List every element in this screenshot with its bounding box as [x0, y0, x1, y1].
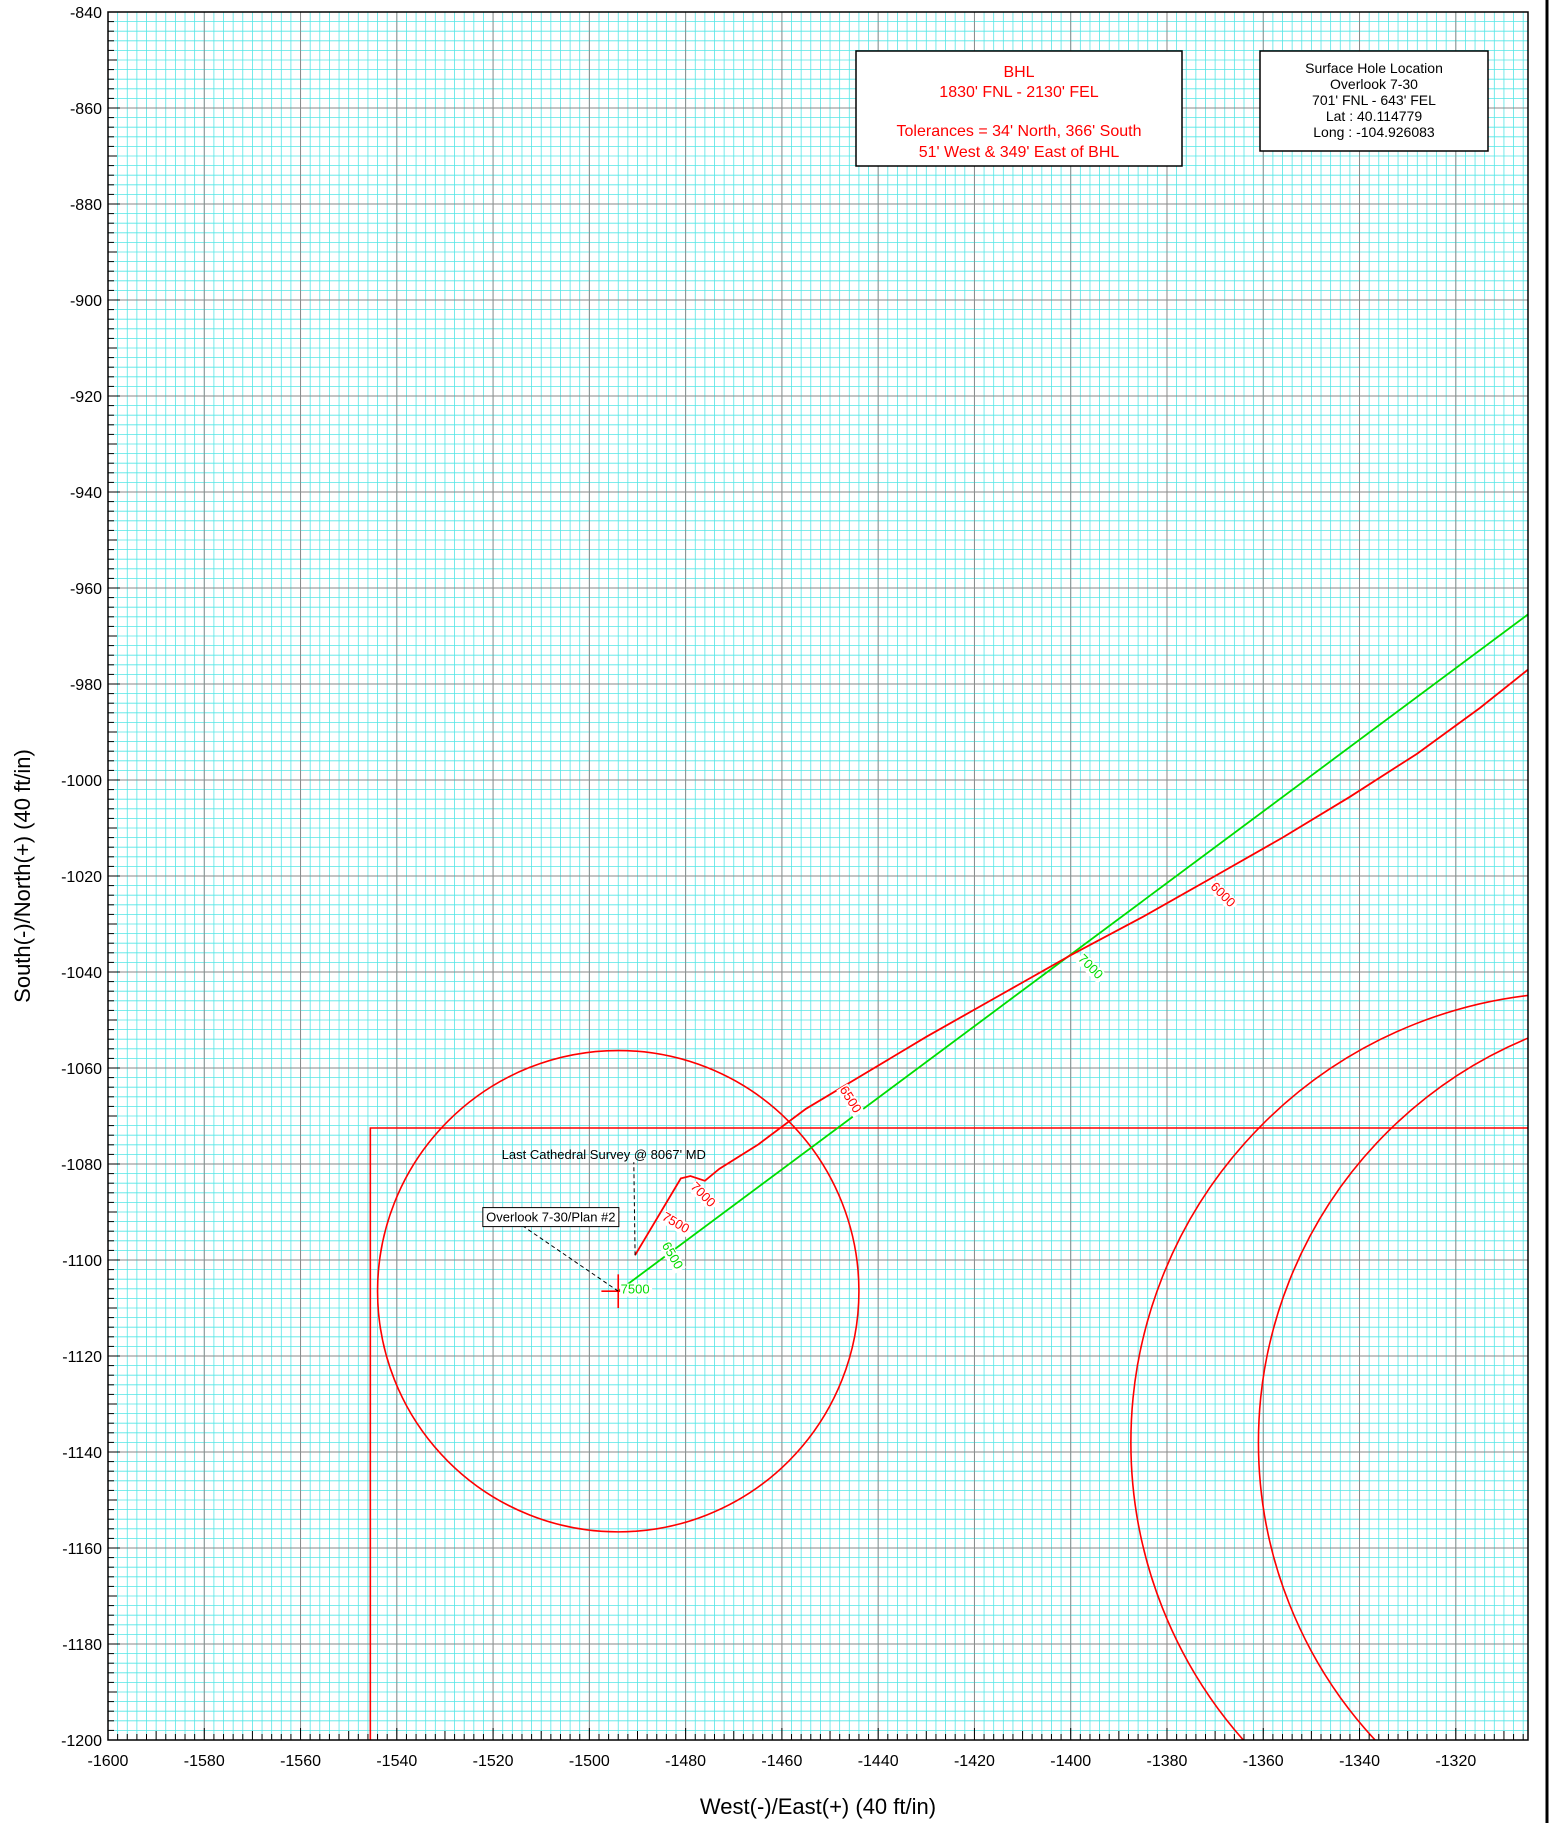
surface-hole-info-box: Surface Hole Location Overlook 7-30 701'… [1259, 50, 1489, 152]
y-tick-label: -1160 [62, 1541, 102, 1558]
y-tick-label: -860 [70, 101, 102, 118]
plan-trajectory-line [617, 613, 1528, 1292]
y-tick-label: -900 [70, 293, 102, 310]
y-tick-label: -1040 [61, 965, 102, 982]
md-label-bg [1074, 951, 1107, 984]
shl-title: Surface Hole Location [1305, 60, 1443, 76]
shl-latitude: Lat : 40.114779 [1326, 108, 1422, 124]
x-tick-label: -1500 [569, 1753, 610, 1770]
x-tick-label: -1380 [1147, 1753, 1188, 1770]
md-label: 7000 [1074, 951, 1107, 984]
axis-ticks [107, 11, 1524, 1741]
x-tick-label: -1520 [473, 1753, 514, 1770]
major-grid [107, 11, 1528, 1741]
md-label: 6500 [836, 1083, 865, 1118]
x-tick-label: -1400 [1050, 1753, 1091, 1770]
md-label-bg [659, 1210, 694, 1238]
y-tick-label: -980 [70, 677, 102, 694]
bhl-location: 1830' FNL - 2130' FEL [939, 84, 1098, 101]
x-tick-label: -1600 [88, 1753, 129, 1770]
plan-note-box [482, 1207, 620, 1228]
x-tick-label: -1540 [376, 1753, 417, 1770]
y-tick-label: -840 [70, 5, 102, 22]
shl-box-frame [1259, 50, 1489, 152]
x-tick-label: -1360 [1243, 1753, 1284, 1770]
bhl-box-frame [855, 50, 1183, 167]
shl-longitude: Long : -104.926083 [1313, 124, 1435, 140]
y-tick-label: -920 [70, 389, 102, 406]
x-tick-label: -1440 [858, 1753, 899, 1770]
last-survey-note: Last Cathedral Survey @ 8067' MD [502, 1147, 706, 1162]
y-tick-label: -1000 [61, 773, 102, 790]
shl-footage: 701' FNL - 643' FEL [1312, 92, 1436, 108]
plan-leader [520, 1224, 619, 1292]
md-label-bg [687, 1179, 720, 1212]
y-tick-label: -1020 [61, 869, 102, 886]
x-tick-label: -1320 [1435, 1753, 1476, 1770]
boundary-arc [1257, 1037, 1528, 1740]
x-tick-label: -1340 [1339, 1753, 1380, 1770]
bhl-info-box: BHL 1830' FNL - 2130' FEL Tolerances = 3… [855, 50, 1183, 167]
md-label: 7500 [659, 1209, 694, 1238]
tolerance-box [369, 1127, 1528, 1740]
bhl-tolerances-2: 51' West & 349' East of BHL [919, 144, 1120, 161]
shl-well-name: Overlook 7-30 [1330, 76, 1418, 92]
target-circle [376, 1049, 860, 1533]
bhl-tolerances: Tolerances = 34' North, 366' South [897, 123, 1142, 140]
y-axis-title: South(-)/North(+) (40 ft/in) [10, 749, 35, 1003]
md-label: 7500 [620, 1282, 653, 1297]
y-tick-label: -1180 [62, 1637, 102, 1654]
boundary-arc [1130, 994, 1528, 1740]
y-tick-label: -1080 [61, 1157, 102, 1174]
x-tick-label: -1460 [761, 1753, 802, 1770]
y-tick-label: -1140 [62, 1445, 102, 1462]
tick-labels: -1600 -1580 -1560 -1540 -1520 -1500 -1480 -1460… [61, 5, 1476, 1770]
x-tick-label: -1420 [954, 1753, 995, 1770]
y-tick-label: -880 [70, 197, 102, 214]
x-tick-label: -1560 [280, 1753, 321, 1770]
y-tick-label: -1060 [61, 1061, 102, 1078]
x-tick-label: -1580 [184, 1753, 225, 1770]
md-label-bg [658, 1239, 686, 1274]
x-tick-label: -1480 [665, 1753, 706, 1770]
md-label-bg [836, 1083, 865, 1118]
survey-trajectory-line [634, 668, 1528, 1256]
y-tick-label: -1200 [61, 1733, 102, 1750]
y-tick-label: -1100 [62, 1253, 102, 1270]
md-label-bg [620, 1283, 653, 1297]
bhl-title: BHL [1003, 64, 1034, 81]
annotations: Last Cathedral Survey @ 8067' MD Overloo… [482, 1147, 706, 1292]
plan-note: Overlook 7-30/Plan #2 [486, 1210, 615, 1225]
y-tick-label: -940 [70, 485, 102, 502]
y-tick-label: -960 [70, 581, 102, 598]
x-axis-title: West(-)/East(+) (40 ft/in) [700, 1794, 936, 1819]
y-tick-label: -1120 [62, 1349, 102, 1366]
md-label-bg [1207, 879, 1240, 912]
last-survey-leader [633, 1162, 636, 1256]
md-label-text: 7500 [621, 1282, 650, 1297]
